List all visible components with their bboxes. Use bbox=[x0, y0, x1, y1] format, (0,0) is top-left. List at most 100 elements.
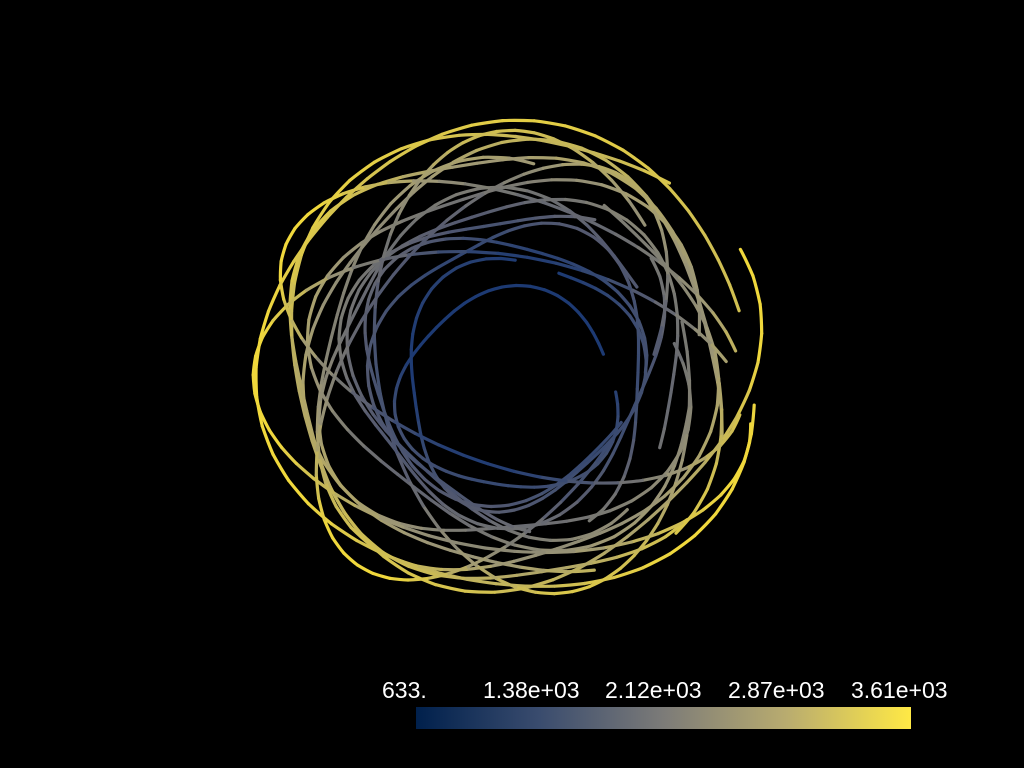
tube-curve-segment bbox=[575, 226, 596, 239]
tube-curve-segment bbox=[457, 474, 473, 481]
tube-curve-segment bbox=[742, 440, 752, 463]
tube-curve-segment bbox=[685, 407, 691, 438]
tube-curve-segment bbox=[631, 288, 657, 304]
tube-curve-segment bbox=[705, 326, 717, 355]
tube-curve-segment bbox=[317, 496, 326, 522]
tube-curve-segment bbox=[407, 564, 438, 577]
tube-curve-segment bbox=[656, 521, 684, 536]
tube-curve-segment bbox=[360, 295, 379, 322]
tube-curve-segment bbox=[375, 273, 395, 299]
tube-curve-segment bbox=[526, 137, 557, 143]
tube-curve-segment bbox=[388, 144, 417, 164]
tube-curve-segment bbox=[464, 224, 485, 231]
tube-curve-segment bbox=[614, 232, 640, 250]
tube-curve-segment bbox=[625, 518, 650, 539]
tube-curve-segment bbox=[342, 509, 363, 536]
tube-curve-segment bbox=[427, 218, 449, 239]
tube-curve-segment bbox=[407, 177, 423, 197]
tube-curve-segment bbox=[581, 281, 597, 290]
tube-curve-segment bbox=[718, 429, 734, 448]
tube-curve-segment bbox=[601, 452, 615, 473]
tube-curve-segment bbox=[524, 492, 544, 503]
tube-curve-segment bbox=[571, 147, 595, 165]
tube-curve-segment bbox=[494, 240, 514, 248]
tube-curve-segment bbox=[544, 519, 569, 526]
tube-curve-segment bbox=[321, 281, 338, 307]
tube-curve-segment bbox=[539, 221, 561, 226]
tube-curve-segment bbox=[564, 561, 593, 570]
tube-curve-segment bbox=[616, 478, 644, 485]
tube-curve-segment bbox=[251, 373, 257, 396]
tube-curve-segment bbox=[650, 484, 667, 508]
tube-curve-segment bbox=[297, 229, 315, 257]
tube-curve-segment bbox=[507, 499, 528, 507]
tube-curve-segment bbox=[534, 214, 557, 220]
tube-curve-segment bbox=[540, 252, 560, 260]
tube-curve-segment bbox=[527, 535, 552, 542]
tube-curve-segment bbox=[719, 408, 724, 439]
tube-curve-segment bbox=[254, 336, 264, 358]
tube-curve-segment bbox=[348, 304, 361, 325]
tube-curve-segment bbox=[374, 362, 382, 396]
tube-curve-segment bbox=[652, 209, 664, 232]
tube-curve-segment bbox=[258, 309, 271, 341]
tube-curve-segment bbox=[514, 585, 537, 594]
tube-curve-segment bbox=[415, 564, 444, 572]
tube-curve-segment bbox=[453, 215, 474, 225]
tube-curve-segment bbox=[589, 469, 606, 489]
tube-curve-segment bbox=[443, 309, 456, 321]
tube-curve-segment bbox=[665, 222, 683, 247]
tube-curve-segment bbox=[414, 203, 437, 221]
tube-curve-segment bbox=[362, 444, 383, 463]
tube-curve-segment bbox=[666, 390, 673, 413]
tube-curve-segment bbox=[431, 160, 459, 173]
tube-curve-segment bbox=[304, 276, 331, 292]
tube-curve-segment bbox=[326, 266, 355, 280]
tube-curve-segment bbox=[363, 331, 369, 351]
tube-curve-segment bbox=[636, 354, 641, 374]
tube-curve-segment bbox=[538, 513, 562, 526]
tube-curve-segment bbox=[278, 278, 286, 301]
tube-curve-segment bbox=[666, 449, 682, 473]
tube-curve-segment bbox=[387, 179, 416, 185]
tube-curve-segment bbox=[497, 508, 517, 514]
tube-curve-segment bbox=[365, 160, 392, 181]
tube-curve-segment bbox=[693, 327, 714, 347]
tube-curve-segment bbox=[378, 207, 399, 228]
tube-curve-segment bbox=[616, 290, 632, 308]
tube-curve-segment bbox=[409, 273, 427, 287]
tube-curve-segment bbox=[640, 535, 668, 551]
tube-curve-segment bbox=[500, 137, 530, 145]
tube-curve-segment bbox=[373, 202, 393, 227]
tube-curve-segment bbox=[469, 257, 488, 264]
tube-curve-segment bbox=[643, 169, 671, 185]
tube-curve-segment bbox=[614, 171, 633, 184]
tube-curve-segment bbox=[489, 535, 517, 547]
tube-curve-segment bbox=[432, 150, 450, 167]
tube-curve-segment bbox=[659, 299, 668, 330]
tube-curve-segment bbox=[674, 334, 680, 358]
tube-curve-segment bbox=[581, 269, 610, 282]
tube-curve-segment bbox=[674, 313, 697, 332]
tube-curve-segment bbox=[756, 331, 764, 364]
tube-curve-segment bbox=[685, 349, 692, 383]
tube-curve-segment bbox=[579, 146, 608, 162]
tube-curve-segment bbox=[388, 576, 410, 582]
tube-curve-segment bbox=[349, 525, 372, 547]
tube-curve-segment bbox=[381, 232, 393, 259]
tube-curve-segment bbox=[288, 306, 294, 337]
tube-curve-segment bbox=[476, 522, 500, 530]
tube-curve-segment bbox=[641, 552, 672, 570]
tube-curve-segment bbox=[461, 236, 482, 242]
tube-curve-segment bbox=[618, 554, 636, 570]
tube-curve-segment bbox=[390, 556, 419, 568]
tube-curve-segment bbox=[348, 160, 376, 182]
tube-curve-segment bbox=[625, 218, 646, 237]
tube-curve-segment bbox=[622, 457, 632, 479]
tube-curve-segment bbox=[486, 285, 504, 293]
tube-curve-segment bbox=[474, 564, 498, 580]
tube-curve-segment bbox=[445, 204, 468, 222]
tube-curve-segment bbox=[576, 310, 589, 324]
